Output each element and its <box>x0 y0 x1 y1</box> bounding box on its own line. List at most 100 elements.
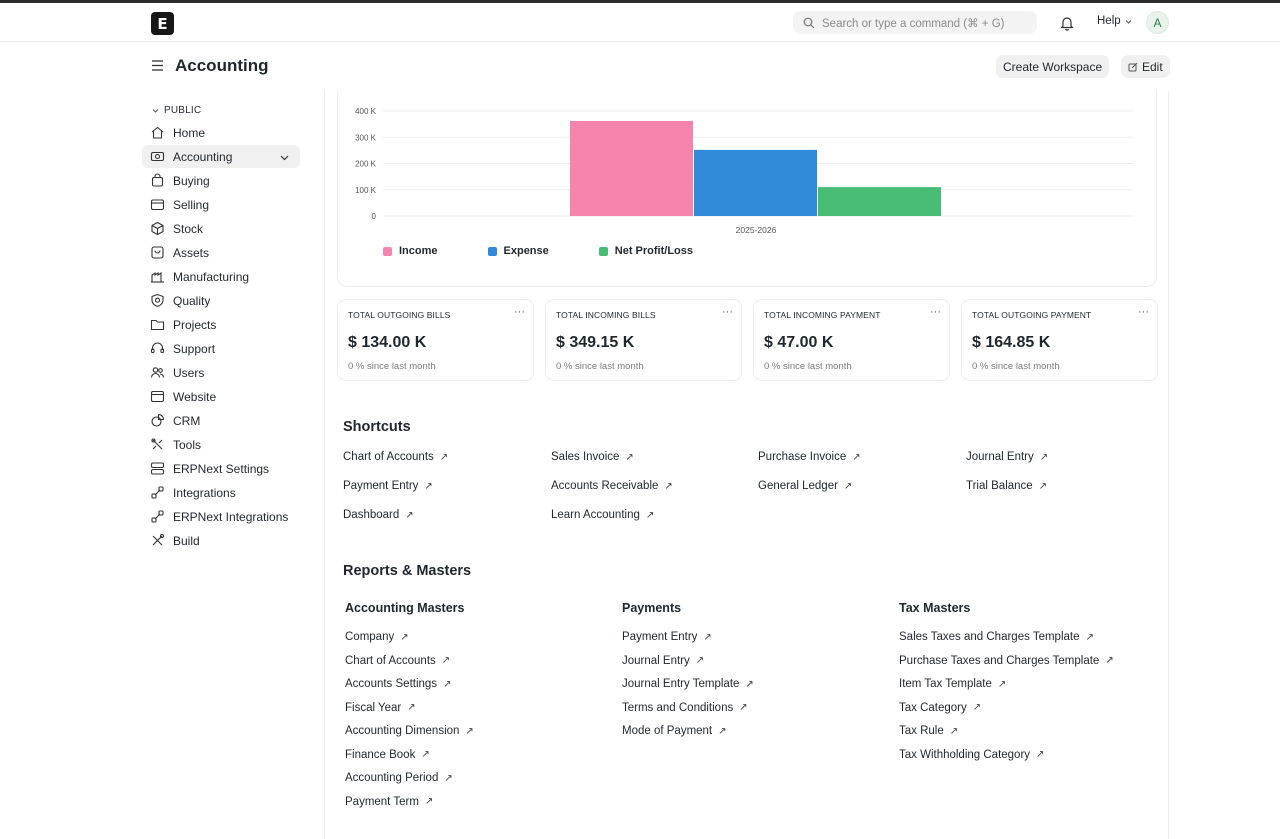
sidebar-item-assets[interactable]: Assets <box>142 241 300 264</box>
card-menu-icon[interactable]: ··· <box>930 306 941 318</box>
sidebar-item-buying[interactable]: Buying <box>142 169 300 192</box>
notification-bell-icon[interactable] <box>1058 14 1076 32</box>
legend-swatch <box>487 246 497 256</box>
shortcut-link[interactable]: General Ledger ↗ <box>758 480 852 492</box>
bar-net-profit-loss[interactable] <box>818 187 941 216</box>
bar-expense[interactable] <box>694 149 817 216</box>
sidebar-item-manufacturing[interactable]: Manufacturing <box>142 265 300 288</box>
shortcut-link[interactable]: Payment Entry ↗ <box>343 480 433 492</box>
legend-label: Income <box>399 245 438 257</box>
sidebar-item-website[interactable]: Website <box>142 385 300 408</box>
card-value: $ 47.00 K <box>764 334 834 351</box>
y-tick-label: 200 K <box>355 160 377 169</box>
report-link[interactable]: Accounting Period ↗ <box>345 772 453 784</box>
shortcut-link[interactable]: Chart of Accounts ↗ <box>343 451 448 463</box>
report-link[interactable]: Item Tax Template ↗ <box>899 678 1006 690</box>
sidebar-item-users[interactable]: Users <box>142 361 300 384</box>
external-arrow-icon: ↗ <box>739 702 748 713</box>
external-arrow-icon: ↗ <box>424 796 434 807</box>
external-arrow-icon: ↗ <box>1038 480 1048 492</box>
top-strip <box>0 0 1280 3</box>
shortcut-label: Journal Entry <box>966 451 1034 463</box>
report-link-label: Sales Taxes and Charges Template <box>899 631 1080 643</box>
sidebar-item-accounting[interactable]: Accounting <box>142 145 300 168</box>
number-card[interactable]: TOTAL OUTGOING BILLS ··· $ 134.00 K 0 % sin… <box>337 299 534 381</box>
search-placeholder: Search or type a command (⌘ + G) <box>822 17 1005 30</box>
shortcut-link[interactable]: Accounts Receivable ↗ <box>551 480 673 492</box>
report-link[interactable]: Accounts Settings ↗ <box>345 678 451 690</box>
avatar[interactable]: A <box>1146 11 1169 34</box>
legend-item[interactable]: Income <box>383 245 438 257</box>
report-link[interactable]: Mode of Payment ↗ <box>622 725 727 737</box>
sidebar-item-stock[interactable]: Stock <box>142 217 300 240</box>
report-link[interactable]: Sales Taxes and Charges Template ↗ <box>899 631 1094 643</box>
legend-item[interactable]: Expense <box>487 245 549 257</box>
number-card[interactable]: TOTAL OUTGOING PAYMENT ··· $ 164.85 K 0 % s… <box>961 299 1158 381</box>
report-link-label: Payment Entry <box>622 631 698 643</box>
edit-button[interactable]: Edit <box>1121 55 1170 78</box>
website-icon <box>150 389 165 404</box>
shortcut-link[interactable]: Learn Accounting ↗ <box>551 509 654 521</box>
sidebar-item-support[interactable]: Support <box>142 337 300 360</box>
report-link[interactable]: Tax Withholding Category ↗ <box>899 749 1044 761</box>
report-link[interactable]: Tax Category ↗ <box>899 702 981 714</box>
report-link-label: Accounting Period <box>345 772 439 784</box>
external-arrow-icon: ↗ <box>1039 451 1049 463</box>
search-input[interactable]: Search or type a command (⌘ + G) <box>793 11 1037 34</box>
sidebar-item-integrations[interactable]: Integrations <box>142 481 300 504</box>
legend-item[interactable]: Net Profit/Loss <box>598 245 693 257</box>
sidebar-item-projects[interactable]: Projects <box>142 313 300 336</box>
report-link-label: Accounts Settings <box>345 678 438 690</box>
report-link[interactable]: Tax Rule ↗ <box>899 725 958 737</box>
edit-icon <box>1128 62 1138 71</box>
sidebar-item-build[interactable]: Build <box>142 529 300 552</box>
shortcut-link[interactable]: Dashboard ↗ <box>343 509 414 521</box>
report-link[interactable]: Journal Entry ↗ <box>622 655 704 667</box>
card-menu-icon[interactable]: ··· <box>514 306 525 318</box>
report-link[interactable]: Accounting Dimension ↗ <box>345 725 474 737</box>
sidebar-item-tools[interactable]: Tools <box>142 433 300 456</box>
sidebar-item-label: ERPNext Settings <box>173 461 270 476</box>
report-link[interactable]: Chart of Accounts ↗ <box>345 655 450 667</box>
shortcut-link[interactable]: Journal Entry ↗ <box>966 451 1048 463</box>
external-arrow-icon: ↗ <box>407 702 416 713</box>
sidebar-item-home[interactable]: Home <box>142 121 300 144</box>
bar-income[interactable] <box>570 120 693 216</box>
users-icon <box>150 365 165 380</box>
sidebar-toggle-icon[interactable] <box>151 60 164 71</box>
sidebar-item-crm[interactable]: CRM <box>142 409 300 432</box>
create-workspace-button[interactable]: Create Workspace <box>996 55 1110 78</box>
number-card[interactable]: TOTAL INCOMING PAYMENT ··· $ 47.00 K 0 % si… <box>753 299 950 381</box>
assets-icon <box>150 245 165 260</box>
sidebar-item-label: Stock <box>173 221 204 236</box>
report-link[interactable]: Journal Entry Template ↗ <box>622 678 754 690</box>
shortcut-link[interactable]: Purchase Invoice ↗ <box>758 451 861 463</box>
card-menu-icon[interactable]: ··· <box>1138 306 1149 318</box>
report-link[interactable]: Company ↗ <box>345 631 409 643</box>
sidebar-section-public[interactable]: PUBLIC <box>142 100 322 120</box>
report-link[interactable]: Terms and Conditions ↗ <box>622 702 748 714</box>
help-dropdown[interactable]: Help <box>1097 15 1133 27</box>
external-arrow-icon: ↗ <box>703 631 712 643</box>
external-arrow-icon: ↗ <box>852 451 861 463</box>
app-logo[interactable]: E <box>151 12 174 35</box>
card-change: 0 % since last month <box>348 361 436 372</box>
shortcut-label: Purchase Invoice <box>758 451 847 463</box>
report-link[interactable]: Payment Term ↗ <box>345 796 433 808</box>
report-link[interactable]: Purchase Taxes and Charges Template ↗ <box>899 655 1114 667</box>
card-title: TOTAL OUTGOING BILLS <box>348 310 451 320</box>
card-menu-icon[interactable]: ··· <box>722 306 733 318</box>
shortcut-link[interactable]: Trial Balance ↗ <box>966 480 1047 492</box>
report-link[interactable]: Fiscal Year ↗ <box>345 702 416 714</box>
number-card[interactable]: TOTAL INCOMING BILLS ··· $ 349.15 K 0 % sin… <box>545 299 742 381</box>
sidebar-item-label: Build <box>173 533 200 548</box>
sidebar-item-quality[interactable]: Quality <box>142 289 300 312</box>
report-link[interactable]: Finance Book ↗ <box>345 749 430 761</box>
report-link[interactable]: Payment Entry ↗ <box>622 631 712 643</box>
shortcut-link[interactable]: Sales Invoice ↗ <box>551 451 634 463</box>
chevron-down-icon[interactable] <box>279 152 290 166</box>
sidebar-item-erpnext-integrations[interactable]: ERPNext Integrations <box>142 505 300 528</box>
sidebar-item-label: Selling <box>173 197 210 212</box>
sidebar-item-erpnext-settings[interactable]: ERPNext Settings <box>142 457 300 480</box>
sidebar-item-selling[interactable]: Selling <box>142 193 300 216</box>
